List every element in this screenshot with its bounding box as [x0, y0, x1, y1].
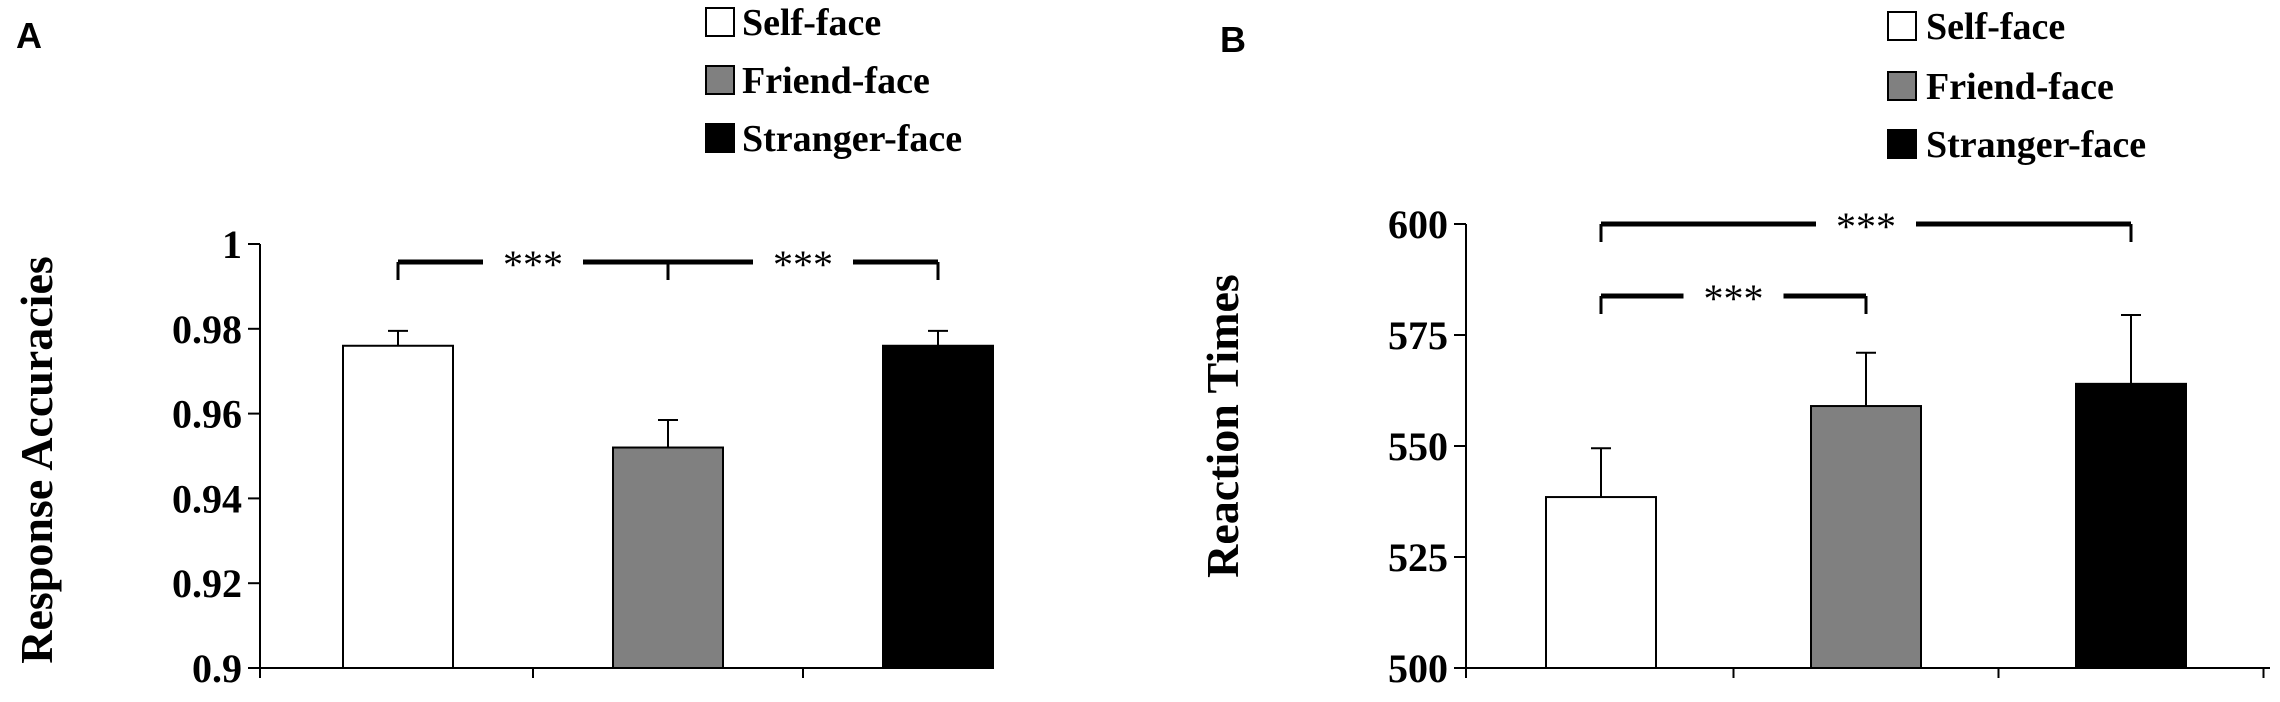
y-tick-label: 600	[1388, 202, 1448, 247]
panel-letter: B	[1220, 19, 1246, 60]
bar-stranger-face	[2075, 382, 2187, 669]
y-axis-title: Reaction Times	[1197, 274, 1248, 578]
legend-swatch	[705, 65, 735, 95]
bar-friend-face	[612, 446, 724, 669]
legend-label: Friend-face	[1926, 66, 2114, 108]
legend-swatch	[705, 7, 735, 37]
legend-swatch	[1887, 71, 1917, 101]
legend-label: Self-face	[1926, 6, 2065, 48]
significance-label: ***	[1704, 276, 1764, 321]
significance-label: ***	[503, 242, 563, 287]
legend-label: Self-face	[742, 2, 881, 44]
significance-label: ***	[773, 242, 833, 287]
legend-swatch	[1887, 11, 1917, 41]
legend-swatch	[1887, 129, 1917, 159]
legend-label: Friend-face	[742, 60, 930, 102]
y-tick-label: 500	[1388, 646, 1448, 691]
panel-b: B Self-face Friend-face Stranger-face Reacti…	[1197, 6, 2270, 691]
bar-friend-face	[1810, 405, 1922, 669]
y-tick-label: 1	[222, 222, 242, 267]
legend-label: Stranger-face	[1926, 124, 2146, 166]
y-tick-label: 0.96	[172, 392, 242, 437]
y-tick-label: 0.98	[172, 307, 242, 352]
y-tick-label: 0.9	[192, 646, 242, 691]
y-tick-label: 0.94	[172, 476, 242, 521]
y-tick-label: 525	[1388, 535, 1448, 580]
y-tick-label: 575	[1388, 313, 1448, 358]
panel-letter: A	[16, 15, 42, 56]
y-axis-title: Response Accuracies	[11, 256, 62, 664]
legend-swatch	[705, 123, 735, 153]
significance-label: ***	[1836, 204, 1896, 249]
bar-self-face	[342, 344, 454, 669]
panel-a: A Self-face Friend-face Stranger-face Respon…	[11, 2, 994, 691]
bar-self-face	[1545, 496, 1657, 669]
legend-label: Stranger-face	[742, 118, 962, 160]
y-tick-label: 550	[1388, 424, 1448, 469]
bar-stranger-face	[882, 344, 994, 669]
y-tick-label: 0.92	[172, 561, 242, 606]
